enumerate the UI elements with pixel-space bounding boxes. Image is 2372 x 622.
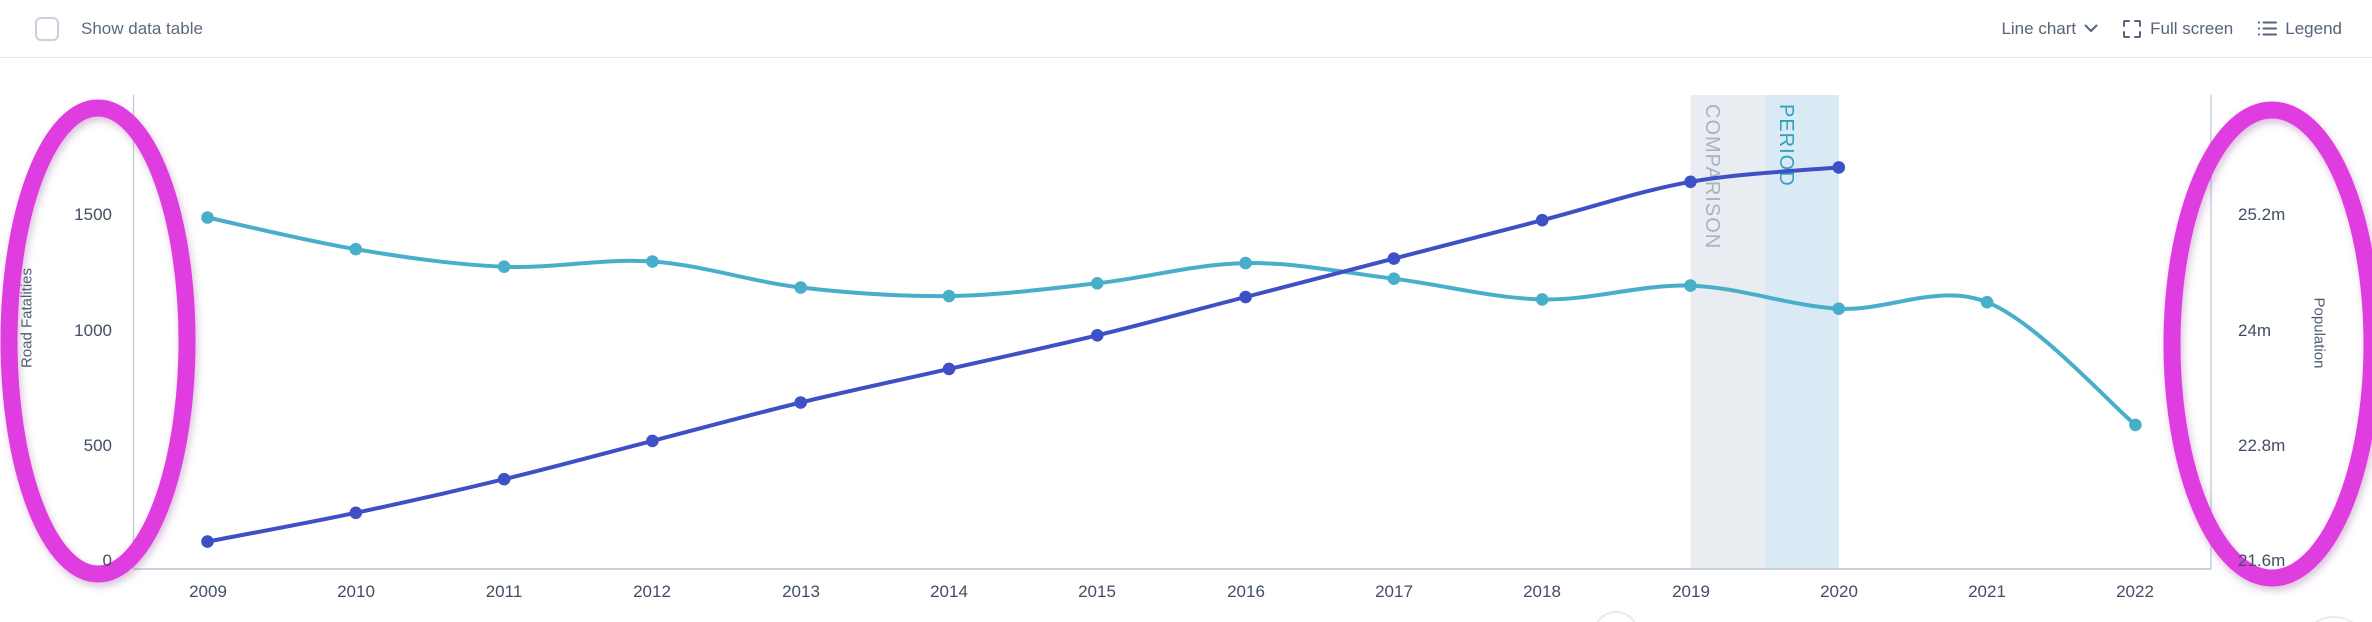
right-axis-title: Population [2310,297,2328,369]
x-axis-tick: 2015 [1078,582,1116,601]
bottom-right-handle-circle [2314,616,2354,622]
road-fatalities-point-2012[interactable] [646,255,659,268]
x-axis-tick: 2019 [1672,582,1710,601]
y-axis-right-tick: 22.8m [2238,436,2286,455]
population-point-2016[interactable] [1239,290,1252,304]
bottom-handle-circle [1596,611,1636,622]
y-axis-right-tick: 25.2m [2238,205,2286,224]
chart-type-dropdown[interactable]: Line chart [2001,19,2098,39]
population-point-2010[interactable] [349,506,363,520]
chart-type-label: Line chart [2001,18,2077,38]
show-data-table-control: Show data table [35,16,203,41]
y-axis-left-tick: 500 [83,436,112,455]
legend-icon [2258,21,2278,36]
road-fatalities-point-2011[interactable] [497,260,511,274]
right-y-axis-highlight-ellipse [2163,101,2372,587]
full-screen-label: Full screen [2150,18,2234,38]
population-point-2014[interactable] [942,362,956,376]
x-axis-tick: 2017 [1375,582,1413,601]
population-point-2015[interactable] [1091,329,1104,342]
full-screen-button[interactable]: Full screen [2122,19,2233,39]
population-point-2019[interactable] [1684,175,1697,189]
x-axis-tick: 2018 [1523,582,1561,601]
x-axis-tick: 2022 [2116,582,2154,601]
population-point-2009[interactable] [201,535,214,548]
population-point-2020[interactable] [1832,161,1846,174]
legend-label: Legend [2285,18,2342,38]
road-fatalities-point-2018[interactable] [1535,293,1549,306]
left-y-axis-highlight-ellipse [0,99,196,583]
y-axis-right-tick: 21.6m [2238,551,2286,570]
y-axis-left-tick: 1500 [74,205,112,224]
population-line [205,165,1841,544]
x-axis-tick: 2013 [782,582,820,601]
fullscreen-icon [2123,19,2142,38]
population-point-2011[interactable] [497,472,511,486]
road-fatalities-point-2022[interactable] [2129,418,2142,432]
road-fatalities-point-2021[interactable] [1980,295,1994,309]
legend-button[interactable]: Legend [2257,19,2342,39]
y-axis-right-tick: 24m [2238,321,2272,340]
show-data-table-checkbox[interactable] [35,16,59,41]
road-fatalities-point-2014[interactable] [942,289,956,303]
x-axis-tick: 2009 [189,582,227,601]
population-point-2018[interactable] [1535,213,1549,227]
x-axis-tick: 2020 [1820,582,1858,601]
chevron-down-icon [2084,24,2098,32]
population-point-2013[interactable] [794,396,807,409]
road-fatalities-point-2010[interactable] [349,242,363,256]
toolbar-right: Line chart Full screen [2001,19,2342,39]
x-axis-tick: 2010 [337,582,375,601]
period-band-label: PERIOD [1775,104,1797,187]
left-axis-title: Road Fatalities [18,267,36,369]
show-data-table-label: Show data table [81,18,203,38]
x-axis-tick: 2011 [485,582,523,601]
x-axis-tick: 2016 [1227,582,1265,601]
toolbar: Show data table Line chart Full [0,0,2372,57]
road-fatalities-point-2017[interactable] [1387,272,1401,286]
x-axis-tick: 2021 [1968,582,2006,601]
toolbar-divider [0,57,2372,58]
road-fatalities-point-2016[interactable] [1239,256,1252,270]
road-fatalities-line [205,215,2138,427]
population-point-2017[interactable] [1387,252,1401,265]
road-fatalities-point-2020[interactable] [1832,302,1846,316]
population-point-2012[interactable] [646,434,659,448]
road-fatalities-point-2013[interactable] [794,281,807,294]
x-axis-tick: 2012 [633,582,671,601]
road-fatalities-point-2009[interactable] [201,211,214,224]
x-axis-tick: 2014 [930,582,968,601]
y-axis-left-tick: 0 [102,551,112,570]
y-axis-left-tick: 1000 [74,321,112,340]
road-fatalities-point-2019[interactable] [1684,279,1697,292]
road-fatalities-point-2015[interactable] [1091,277,1104,290]
